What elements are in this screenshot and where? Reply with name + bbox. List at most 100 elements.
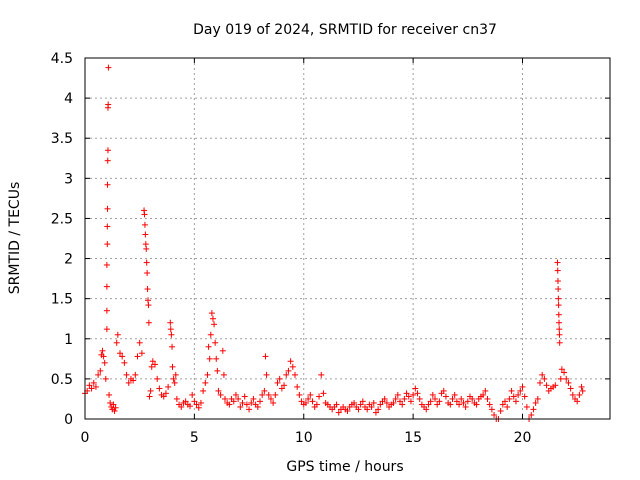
data-point: [232, 391, 239, 398]
data-point: [289, 363, 296, 370]
data-point: [556, 326, 563, 333]
data-point: [254, 403, 261, 410]
data-point: [121, 359, 128, 366]
data-point: [246, 406, 253, 413]
data-point: [213, 355, 220, 362]
data-point: [302, 399, 309, 406]
y-tick-label: 4.5: [51, 51, 73, 67]
data-point: [397, 398, 403, 405]
data-point: [142, 231, 149, 238]
data-point: [107, 399, 114, 406]
data-point: [149, 358, 156, 365]
data-point: [423, 406, 430, 413]
data-point: [480, 391, 487, 398]
data-point: [259, 391, 266, 398]
data-point: [333, 401, 340, 408]
data-point: [101, 359, 108, 366]
data-point: [294, 383, 301, 390]
data-point: [508, 387, 515, 394]
data-point: [215, 387, 222, 394]
data-point: [517, 387, 524, 394]
y-tick-label: 3.5: [51, 131, 73, 147]
data-point: [272, 391, 279, 398]
data-point: [167, 326, 174, 333]
data-point: [318, 371, 325, 378]
data-point: [104, 147, 111, 154]
data-point: [167, 319, 174, 326]
x-tick-label: 0: [81, 430, 90, 446]
data-point: [141, 211, 148, 218]
data-point: [555, 302, 562, 309]
data-point: [145, 319, 152, 326]
data-point: [144, 286, 151, 293]
data-point: [274, 379, 281, 386]
data-point: [414, 390, 421, 397]
data-point: [104, 157, 111, 164]
data-point: [100, 353, 107, 360]
data-point: [555, 311, 562, 318]
data-point: [427, 398, 434, 405]
data-point: [307, 391, 314, 398]
data-point: [248, 399, 255, 406]
data-points: [82, 64, 586, 422]
y-tick-label: 4: [64, 91, 73, 107]
data-point: [432, 395, 438, 402]
data-point: [554, 267, 561, 274]
data-point: [105, 101, 112, 108]
data-point: [250, 395, 257, 402]
data-point: [460, 399, 467, 406]
y-tick-label: 0: [64, 412, 73, 428]
data-point: [320, 390, 327, 397]
data-point: [214, 367, 221, 374]
data-point: [145, 302, 152, 309]
data-point: [262, 353, 269, 360]
data-point: [103, 261, 110, 268]
data-point: [296, 391, 303, 398]
data-point: [208, 310, 215, 317]
data-point: [197, 399, 204, 406]
axis-ticks: 0 0.5 1 1.5 2 2.5 3 3.5 4 4.5 0 5 10 15 20: [51, 51, 610, 446]
data-point: [169, 363, 176, 370]
data-point: [162, 390, 169, 397]
data-point: [383, 399, 390, 406]
data-point: [512, 398, 519, 405]
data-point: [235, 395, 242, 402]
data-point: [484, 395, 491, 402]
data-point: [543, 382, 550, 389]
data-point: [456, 401, 463, 408]
data-point: [165, 383, 172, 390]
y-tick-label: 0.5: [51, 372, 73, 388]
data-point: [462, 403, 469, 410]
x-axis-label: GPS time / hours: [286, 459, 403, 475]
y-tick-label: 2.5: [51, 211, 73, 227]
data-point: [212, 339, 219, 346]
data-point: [335, 409, 342, 416]
data-point: [578, 383, 585, 390]
data-point: [154, 375, 161, 382]
data-point: [141, 221, 148, 228]
data-point: [316, 393, 323, 400]
data-point: [399, 401, 406, 408]
data-point: [555, 286, 562, 293]
data-point: [442, 393, 449, 400]
data-point: [147, 387, 154, 394]
data-point: [219, 347, 226, 354]
data-point: [557, 375, 564, 382]
data-point: [171, 379, 178, 386]
data-point: [537, 379, 543, 386]
data-point: [206, 355, 213, 362]
data-point: [105, 64, 112, 71]
data-point: [263, 371, 270, 378]
data-point: [556, 339, 563, 346]
data-point: [403, 390, 410, 397]
data-point: [283, 371, 290, 378]
data-point: [187, 403, 193, 410]
data-point: [88, 385, 95, 392]
data-point: [270, 399, 277, 406]
data-point: [558, 366, 565, 373]
data-point: [202, 379, 209, 386]
data-point: [110, 401, 117, 408]
data-point: [464, 398, 471, 405]
data-point: [488, 406, 495, 413]
data-point: [458, 395, 465, 402]
